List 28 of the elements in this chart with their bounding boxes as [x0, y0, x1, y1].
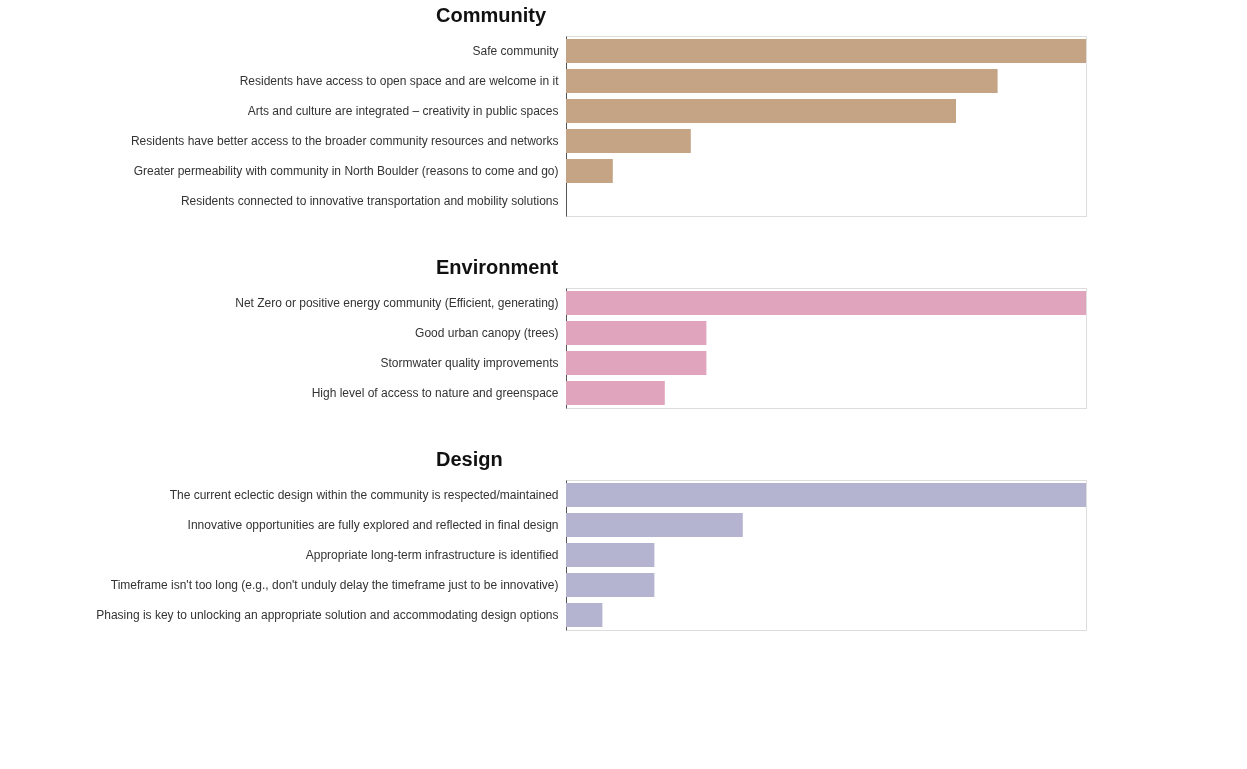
chart-title: Design — [436, 448, 503, 470]
y-tick-label: High level of access to nature and greenspace — [311, 386, 559, 400]
y-tick-label: Greater permeability with community in North Boulder (reasons to come and go) — [133, 164, 559, 178]
bar — [566, 543, 655, 567]
y-tick-label: Arts and culture are integrated – creativity in public spaces — [247, 104, 559, 118]
y-tick-label: Residents connected to innovative transportation and mobility solutions — [180, 194, 559, 208]
chart-title: Community — [436, 4, 547, 26]
y-tick-label: Safe community — [472, 44, 559, 58]
bar — [566, 573, 655, 597]
bar — [566, 69, 998, 93]
y-tick-label: Phasing is key to unlocking an appropriate solution and accommodating design options — [96, 608, 559, 622]
y-tick-label: Residents have better access to the broader community resources and networks — [130, 134, 559, 148]
bar — [566, 603, 603, 627]
bar — [566, 99, 956, 123]
y-tick-label: Good urban canopy (trees) — [415, 326, 559, 340]
y-tick-label: Net Zero or positive energy community (Efficient, generating) — [235, 296, 559, 310]
chart-title: Environment — [436, 256, 559, 278]
y-tick-label: Timeframe isn't too long (e.g., don't unduly delay the timeframe just to be innovative) — [110, 578, 559, 592]
y-tick-label: Stormwater quality improvements — [380, 356, 559, 370]
y-tick-label: Appropriate long-term infrastructure is identified — [305, 548, 559, 562]
bar — [566, 513, 743, 537]
bar — [566, 39, 1086, 63]
y-tick-label: Innovative opportunities are fully explored and reflected in final design — [187, 518, 559, 532]
bar — [566, 129, 691, 153]
bar — [566, 159, 613, 183]
y-tick-label: The current eclectic design within the community is respected/maintained — [169, 488, 559, 502]
bar — [566, 483, 1086, 507]
y-tick-label: Residents have access to open space and are welcome in it — [239, 74, 560, 88]
